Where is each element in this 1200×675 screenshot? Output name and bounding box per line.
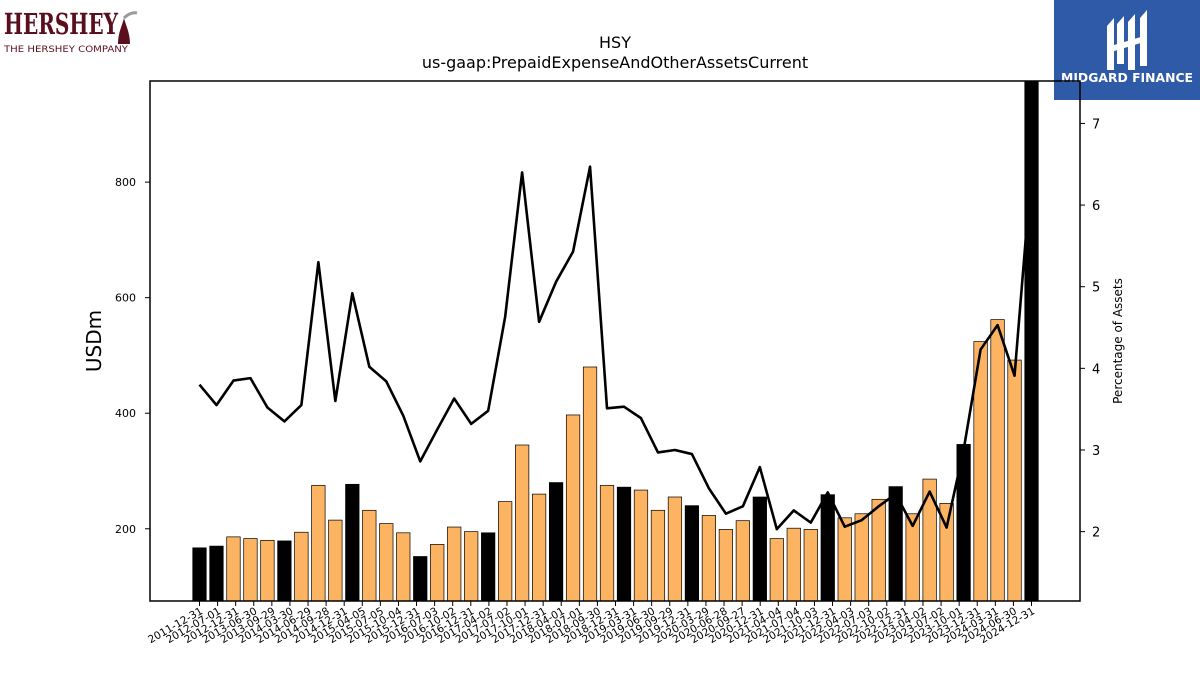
bar-2022-10-02 — [922, 478, 937, 602]
bar-2014-12-31 — [396, 532, 411, 602]
bar-2016-10-02 — [515, 444, 530, 602]
y-tick-label: 200 — [115, 523, 136, 536]
y-tick-label: 800 — [115, 176, 136, 189]
y-axis-left: 200 400 600 800 — [115, 176, 150, 536]
kiss-plume-icon — [122, 11, 138, 20]
pct-assets-series — [198, 165, 1033, 531]
bar-2018-09-30 — [650, 509, 666, 602]
bar-2021-04-04 — [820, 494, 835, 602]
y2-tick-label: 7 — [1092, 117, 1100, 132]
bar-2021-10-03 — [854, 513, 869, 602]
bar-2017-04-02 — [548, 482, 564, 602]
y2-tick-label: 2 — [1092, 526, 1100, 541]
x-axis: 2011-12-312012-07-012012-12-312013-06-30… — [146, 601, 1037, 646]
bar-2011-12-31 — [192, 547, 207, 602]
y-tick-label: 600 — [115, 292, 136, 305]
bar-2017-12-31 — [599, 485, 615, 602]
bar-2014-06-29 — [362, 509, 377, 602]
bar-2014-09-28 — [379, 523, 394, 602]
bar-2012-12-31 — [260, 539, 275, 602]
bar-2020-12-31 — [803, 529, 818, 602]
chart-subtitle: us-gaap:PrepaidExpenseAndOtherAssetsCurr… — [422, 53, 808, 72]
bar-2019-12-31 — [735, 520, 750, 602]
bar-2014-03-30 — [345, 483, 360, 602]
bar-2015-07-05 — [430, 544, 445, 602]
bar-2015-10-04 — [447, 526, 462, 602]
bar-2015-12-31 — [464, 531, 479, 602]
bar-2017-10-01 — [582, 366, 598, 602]
bar-2015-04-05 — [413, 556, 428, 602]
y-tick-label: 400 — [115, 407, 136, 420]
midgard-mark-icon — [1107, 10, 1147, 70]
bar-2018-07-01 — [633, 489, 649, 602]
y2-tick-label: 6 — [1092, 199, 1100, 214]
hershey-logo: HERSHEY THE HERSHEY COMPANY — [3, 7, 138, 55]
y2-tick-label: 5 — [1092, 281, 1100, 296]
bar-2024-03-31 — [1024, 80, 1039, 602]
midgard-logo-background — [1054, 0, 1200, 100]
y2-tick-label: 3 — [1092, 444, 1100, 459]
bar-2020-06-28 — [769, 538, 784, 602]
bar-2023-10-01 — [990, 319, 1005, 602]
y-axis-label: USDm — [82, 310, 106, 372]
bar-series — [192, 80, 1039, 602]
y-axis-right: 2 3 4 5 6 7 — [1080, 117, 1100, 541]
hershey-logo-subtext: THE HERSHEY COMPANY — [3, 45, 129, 55]
bar-2013-12-31 — [328, 519, 343, 602]
bar-2021-07-04 — [837, 517, 852, 602]
bar-2012-04-01 — [209, 545, 224, 602]
bar-2016-07-03 — [498, 501, 513, 602]
bar-2018-12-31 — [667, 496, 683, 602]
bar-2019-03-31 — [684, 505, 700, 602]
midgard-logo-wordmark: MIDGARD FINANCE — [1061, 71, 1193, 85]
bar-2018-04-01 — [616, 486, 632, 602]
bar-2019-06-30 — [701, 515, 717, 602]
kiss-icon — [118, 18, 130, 44]
bar-2023-12-31 — [1007, 359, 1022, 602]
pct-assets-line — [198, 165, 1033, 531]
midgard-finance-logo: MIDGARD FINANCE — [1054, 0, 1200, 100]
bar-2020-03-29 — [752, 496, 767, 602]
hershey-logo-wordmark: HERSHEY — [4, 7, 118, 41]
bar-2016-04-03 — [481, 532, 496, 602]
bar-2016-12-31 — [531, 493, 547, 602]
bar-2013-06-30 — [294, 531, 309, 602]
bar-2012-07-01 — [226, 536, 241, 602]
bar-2021-12-31 — [871, 498, 886, 602]
bar-2013-03-31 — [277, 540, 292, 602]
bar-2013-09-29 — [311, 485, 326, 602]
bar-2017-07-02 — [565, 414, 581, 602]
bar-2020-09-27 — [786, 527, 801, 602]
bar-2019-09-29 — [718, 529, 733, 602]
chart-title: HSY — [599, 33, 631, 52]
y2-axis-label: Percentage of Assets — [1111, 278, 1125, 404]
bar-2012-09-30 — [243, 538, 258, 602]
y2-tick-label: 4 — [1092, 362, 1100, 377]
